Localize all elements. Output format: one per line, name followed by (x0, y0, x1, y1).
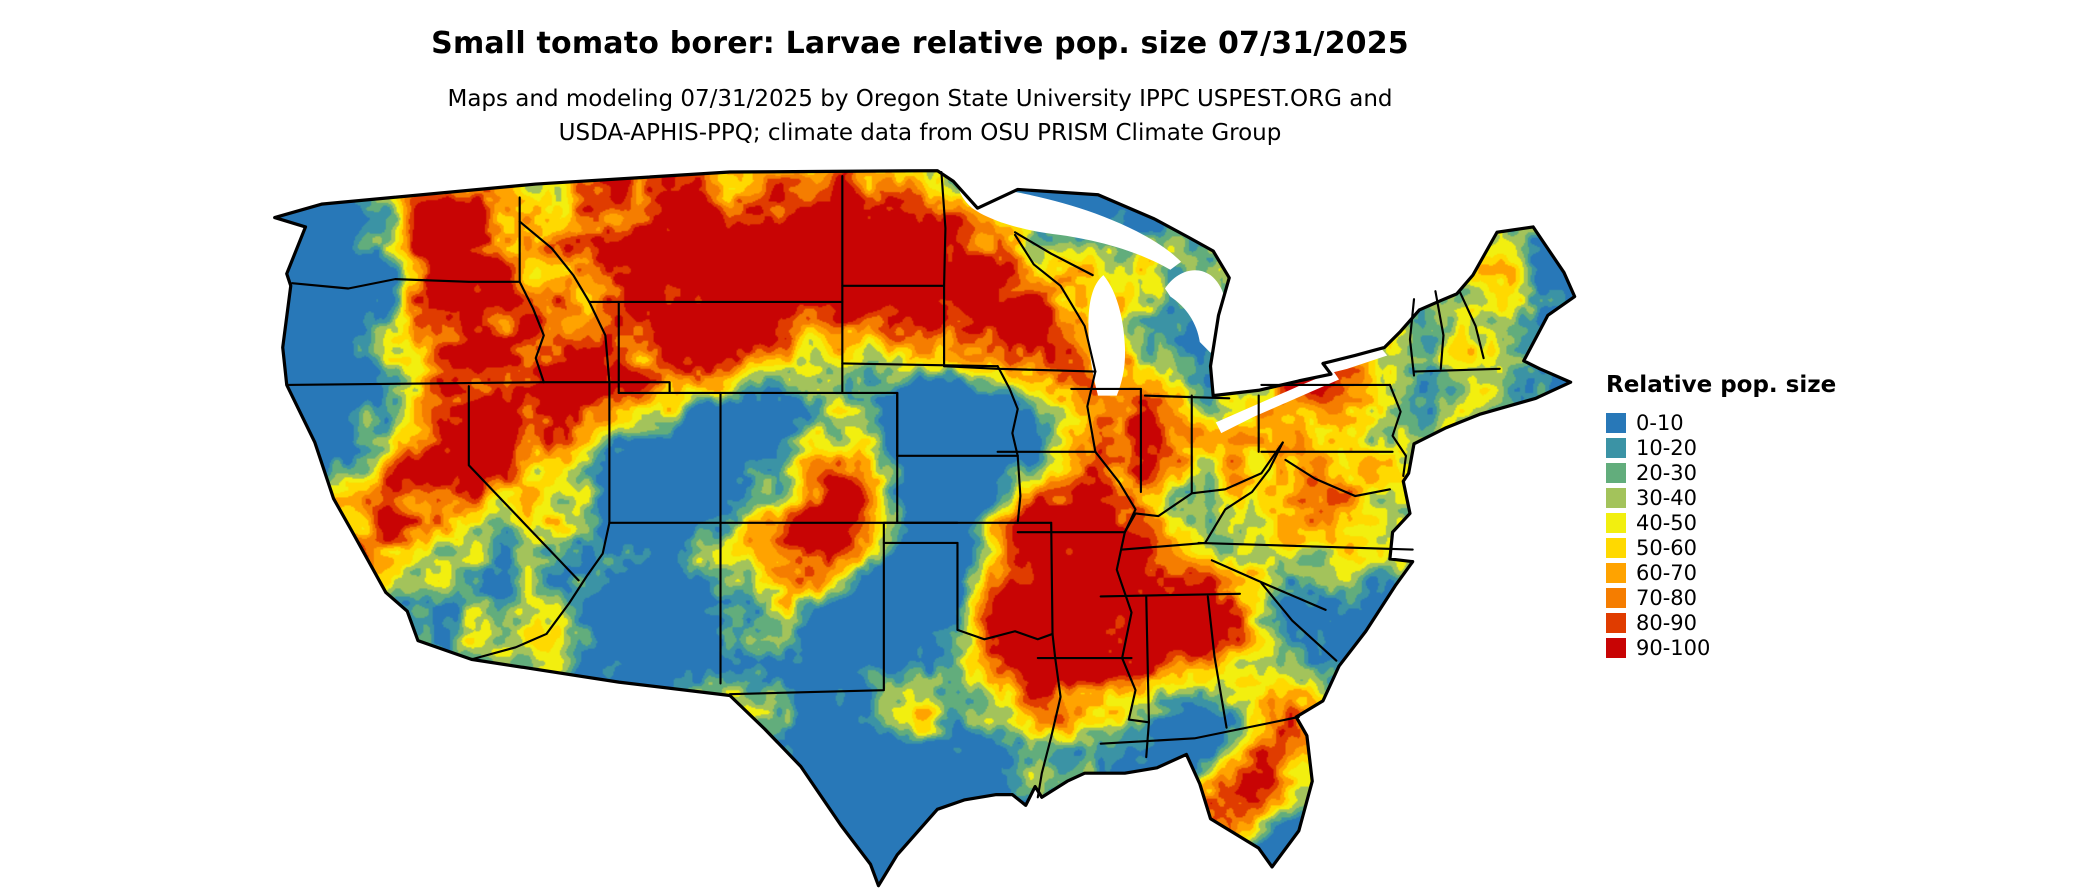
legend-color-swatch (1606, 437, 1626, 458)
legend-item: 20-30 (1606, 460, 1836, 485)
population-map-raster (268, 168, 1580, 891)
legend-color-swatch (1606, 637, 1626, 658)
legend-item: 30-40 (1606, 485, 1836, 510)
map-title: Small tomato borer: Larvae relative pop.… (431, 26, 1409, 61)
legend-label: 80-90 (1636, 610, 1698, 635)
lake (1164, 270, 1226, 353)
state-borders (285, 170, 1501, 799)
state-border-line (1412, 367, 1501, 373)
state-border-line (518, 220, 591, 303)
state-border-line (1260, 581, 1338, 662)
state-border-line (728, 541, 885, 696)
legend-item: 50-60 (1606, 535, 1836, 560)
legend-item: 10-20 (1606, 435, 1836, 460)
legend-label: 30-40 (1636, 485, 1698, 510)
legend-label: 0-10 (1636, 410, 1684, 435)
state-border-line (1204, 441, 1284, 544)
legend-label: 10-20 (1636, 435, 1698, 460)
state-border-line (1388, 383, 1408, 478)
state-border-line (1123, 441, 1284, 534)
legend-rows: 0-10 10-20 20-30 30-40 40-50 50-60 60-70 70-80 8… (1606, 410, 1836, 660)
state-border-line (1115, 531, 1133, 660)
state-border-line (1121, 541, 1207, 551)
legend-label: 70-80 (1636, 585, 1698, 610)
state-border-line (1099, 592, 1242, 598)
state-border-line (1050, 521, 1054, 636)
map-legend: Relative pop. size 0-10 10-20 20-30 30-40 40… (1606, 372, 1836, 660)
us-map (268, 168, 1580, 891)
legend-item: 80-90 (1606, 610, 1836, 635)
legend-label: 90-100 (1636, 635, 1711, 660)
state-border-line (470, 521, 611, 661)
map-subtitle-line2: USDA-APHIS-PPQ; climate data from OSU PR… (558, 120, 1282, 146)
map-subtitle-line1: Maps and modeling 07/31/2025 by Oregon S… (447, 86, 1393, 112)
state-border-line (588, 300, 611, 384)
state-border-line (882, 521, 959, 544)
state-border-line (1013, 233, 1097, 373)
legend-item: 70-80 (1606, 585, 1836, 610)
legend-item: 60-70 (1606, 560, 1836, 585)
state-border-line (1284, 458, 1391, 498)
state-border-line (943, 365, 1097, 373)
legend-title: Relative pop. size (1606, 372, 1837, 398)
state-border-line (1086, 370, 1097, 453)
state-border-line (1458, 290, 1485, 360)
state-border-line (1094, 450, 1137, 534)
great-lakes (958, 185, 1388, 434)
map-subtitle: Maps and modeling 07/31/2025 by Oregon S… (0, 82, 1840, 150)
state-border-line (1434, 290, 1445, 370)
state-border-line (1210, 559, 1327, 611)
lake (1088, 275, 1126, 396)
state-border-line (1143, 394, 1231, 400)
legend-color-swatch (1606, 562, 1626, 583)
state-border-line (1197, 541, 1414, 551)
us-outline (273, 169, 1577, 888)
legend-color-swatch (1606, 612, 1626, 633)
state-border-line (940, 170, 947, 368)
state-border-line (1099, 715, 1300, 745)
legend-label: 50-60 (1636, 535, 1698, 560)
legend-item: 90-100 (1606, 635, 1836, 660)
legend-color-swatch (1606, 487, 1626, 508)
state-border-line (518, 280, 545, 384)
lake (1215, 371, 1340, 434)
state-border-line (841, 362, 999, 368)
legend-color-swatch (1606, 587, 1626, 608)
state-border-line (1206, 595, 1228, 729)
legend-item: 40-50 (1606, 510, 1836, 535)
state-border-line (1016, 454, 1022, 524)
state-border-line (1408, 298, 1416, 377)
state-border-line (1145, 595, 1150, 724)
legend-label: 40-50 (1636, 510, 1698, 535)
state-border-line (467, 385, 580, 582)
us-map-overlay (273, 169, 1577, 888)
legend-color-swatch (1606, 412, 1626, 433)
state-border-line (285, 381, 671, 395)
state-border-line (996, 365, 1019, 457)
legend-item: 0-10 (1606, 410, 1836, 435)
state-border-line (1036, 632, 1062, 799)
legend-color-swatch (1606, 512, 1626, 533)
state-border-line (1013, 231, 1094, 277)
lake (1298, 346, 1388, 380)
legend-color-swatch (1606, 462, 1626, 483)
state-border-line (291, 278, 521, 290)
legend-label: 60-70 (1636, 560, 1698, 585)
lake (958, 185, 1182, 270)
state-border-line (1121, 656, 1150, 759)
state-border-line (956, 628, 1054, 641)
legend-color-swatch (1606, 537, 1626, 558)
legend-label: 20-30 (1636, 460, 1698, 485)
